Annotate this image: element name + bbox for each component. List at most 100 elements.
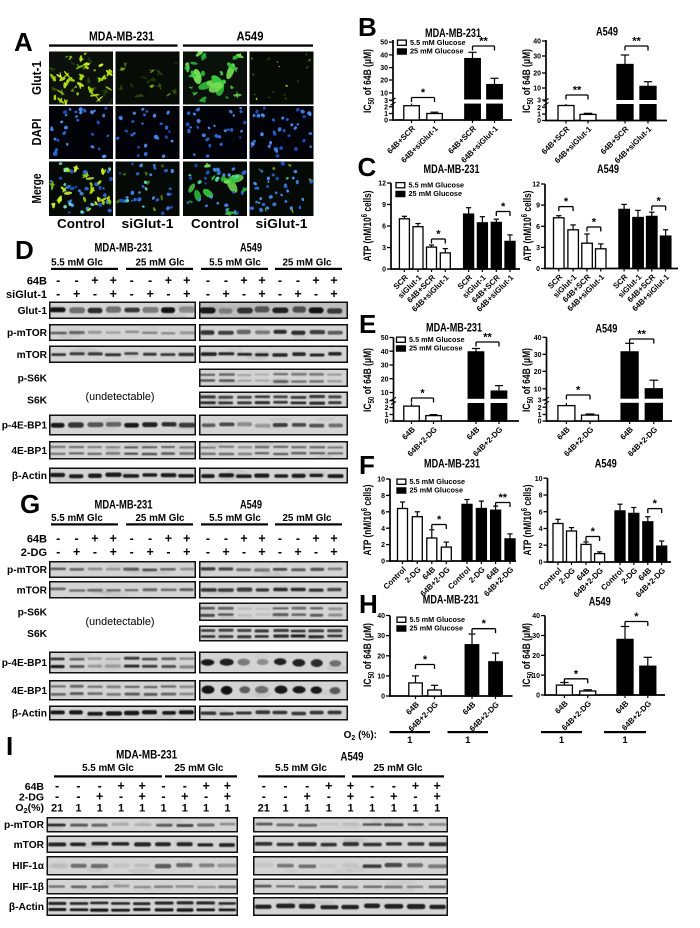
svg-text:+: +	[96, 790, 103, 804]
svg-text:1: 1	[282, 803, 288, 815]
svg-text:**: **	[483, 332, 492, 344]
svg-text:10: 10	[534, 386, 542, 393]
svg-text:3: 3	[538, 398, 542, 405]
svg-text:-: -	[204, 790, 208, 804]
svg-text:-: -	[55, 779, 59, 793]
svg-text:+: +	[183, 545, 190, 559]
svg-text:3: 3	[385, 398, 389, 405]
svg-text:+: +	[224, 779, 231, 793]
svg-text:A549: A549	[589, 597, 611, 609]
svg-text:p-S6K: p-S6K	[18, 607, 48, 618]
svg-text:-: -	[55, 790, 59, 804]
svg-text:-: -	[183, 779, 187, 793]
svg-text:H: H	[359, 589, 378, 619]
svg-text:MDA-MB-231: MDA-MB-231	[423, 594, 479, 606]
svg-text:+: +	[325, 779, 332, 793]
svg-text:1: 1	[160, 803, 166, 815]
svg-text:MDA-MB-231: MDA-MB-231	[95, 241, 153, 255]
svg-text:S6K: S6K	[27, 629, 47, 640]
svg-text:20: 20	[534, 369, 542, 376]
svg-text:IC50 of 64B (μM): IC50 of 64B (μM)	[521, 623, 535, 687]
svg-text:2: 2	[537, 105, 541, 112]
svg-text:C: C	[358, 152, 377, 182]
svg-text:-: -	[278, 532, 282, 546]
svg-text:21: 21	[51, 803, 63, 815]
svg-text:25 mM Glc: 25 mM Glc	[282, 258, 332, 269]
svg-text:B: B	[358, 12, 377, 42]
svg-text:1: 1	[465, 735, 471, 746]
svg-text:+: +	[110, 532, 117, 546]
svg-text:1: 1	[412, 803, 418, 815]
svg-text:2: 2	[539, 543, 543, 550]
svg-text:-: -	[166, 545, 170, 559]
svg-text:0: 0	[536, 266, 540, 273]
svg-text:-: -	[278, 287, 282, 301]
svg-text:9: 9	[382, 202, 386, 209]
svg-text:2-DG: 2-DG	[19, 792, 44, 804]
svg-text:25 mM Glc: 25 mM Glc	[135, 513, 185, 524]
svg-text:*: *	[423, 654, 428, 666]
svg-text:5.5 mM Glc: 5.5 mM Glc	[275, 763, 327, 774]
svg-text:10: 10	[380, 91, 388, 98]
svg-text:0: 0	[381, 694, 385, 701]
svg-text:10: 10	[535, 476, 543, 483]
svg-text:-: -	[370, 790, 374, 804]
svg-text:+: +	[183, 287, 190, 301]
svg-text:+: +	[347, 779, 354, 793]
svg-text:+: +	[294, 287, 301, 301]
svg-text:F: F	[359, 450, 375, 480]
svg-text:A549: A549	[237, 29, 264, 44]
svg-text:*: *	[653, 498, 658, 510]
svg-text:25 mM Glucose: 25 mM Glucose	[409, 189, 463, 198]
svg-text:+: +	[330, 545, 337, 559]
svg-text:10: 10	[377, 674, 385, 681]
svg-text:-: -	[130, 274, 134, 288]
svg-text:6: 6	[536, 224, 540, 231]
svg-text:0: 0	[382, 267, 386, 274]
svg-text:IC50 of 64B (μM): IC50 of 64B (μM)	[521, 49, 535, 113]
svg-text:A549: A549	[595, 458, 617, 470]
svg-text:**: **	[479, 36, 488, 48]
svg-text:5.5 mM Glucose: 5.5 mM Glucose	[409, 335, 465, 344]
svg-text:20: 20	[532, 653, 540, 660]
svg-text:+: +	[224, 790, 231, 804]
svg-text:1: 1	[407, 735, 413, 746]
svg-text:5.5 mM Glc: 5.5 mM Glc	[51, 513, 103, 524]
svg-text:-: -	[130, 532, 134, 546]
svg-text:**: **	[573, 85, 582, 97]
svg-text:IC50 of 64B (μM): IC50 of 64B (μM)	[521, 348, 535, 412]
svg-text:-: -	[98, 779, 102, 793]
svg-text:1: 1	[369, 803, 375, 815]
svg-text:HIF-1α: HIF-1α	[12, 861, 44, 872]
svg-text:1: 1	[118, 803, 124, 815]
svg-text:-: -	[166, 287, 170, 301]
svg-text:10: 10	[533, 86, 541, 93]
svg-text:Glut-1: Glut-1	[29, 61, 44, 95]
svg-text:1: 1	[384, 111, 388, 118]
svg-text:*: *	[564, 196, 569, 208]
svg-text:**: **	[632, 36, 641, 48]
svg-text:E: E	[359, 309, 376, 339]
svg-text:Glut-1: Glut-1	[18, 306, 48, 317]
svg-text:mTOR: mTOR	[14, 840, 45, 851]
svg-text:1: 1	[203, 803, 209, 815]
svg-text:64B: 64B	[27, 276, 47, 288]
svg-text:+: +	[258, 274, 265, 288]
svg-text:1: 1	[304, 803, 310, 815]
svg-text:+: +	[240, 274, 247, 288]
svg-text:6: 6	[539, 509, 543, 516]
svg-text:2: 2	[538, 405, 542, 412]
svg-text:40: 40	[533, 39, 541, 46]
svg-text:4E-BP1: 4E-BP1	[11, 446, 47, 457]
svg-text:+: +	[222, 287, 229, 301]
svg-text:20: 20	[380, 78, 388, 85]
svg-text:β-Actin: β-Actin	[9, 902, 44, 913]
svg-text:*: *	[592, 217, 597, 229]
svg-text:-: -	[56, 274, 60, 288]
svg-text:+: +	[146, 287, 153, 301]
svg-text:-: -	[327, 790, 331, 804]
svg-text:+: +	[390, 790, 397, 804]
svg-text:2: 2	[385, 405, 389, 412]
svg-text:-: -	[75, 274, 79, 288]
svg-text:MDA-MB-231: MDA-MB-231	[116, 748, 177, 762]
